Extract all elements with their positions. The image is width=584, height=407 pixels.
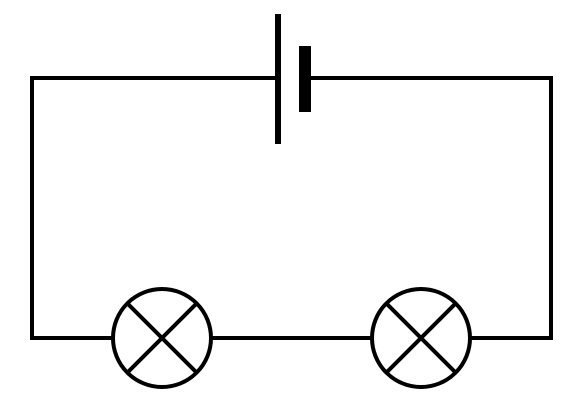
lamp-left (111, 287, 213, 389)
battery (275, 14, 311, 144)
lamp-left-cross-b (125, 301, 199, 375)
lamp-right-circle (370, 287, 472, 389)
lamp-left-circle (111, 287, 213, 389)
lamp-right-cross-b (384, 301, 458, 375)
lamp-right (370, 287, 472, 389)
wires (30, 76, 553, 340)
